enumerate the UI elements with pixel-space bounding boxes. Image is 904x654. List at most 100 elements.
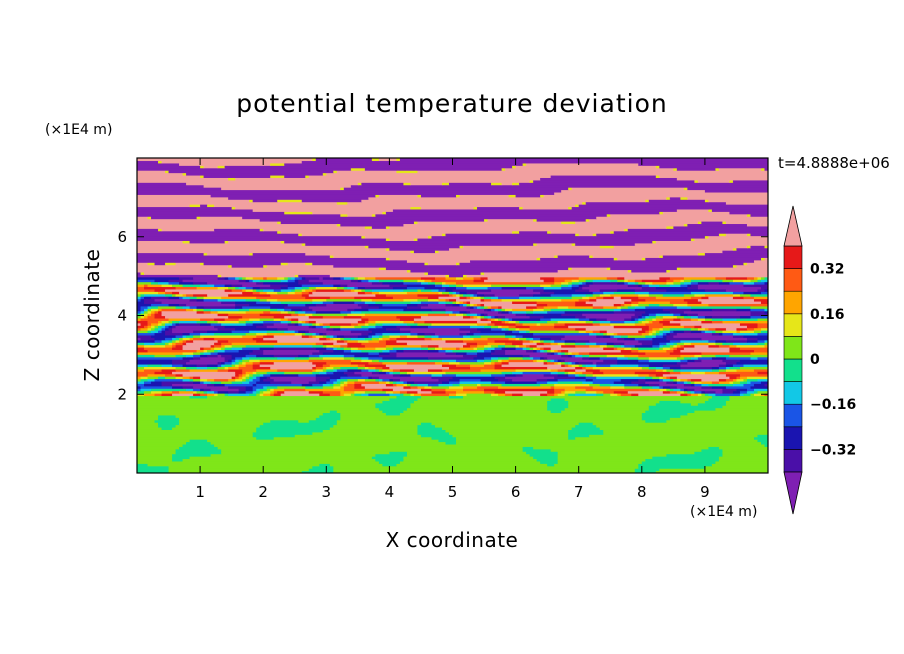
field-cell: [417, 194, 422, 198]
field-cell: [459, 332, 468, 336]
field-cell: [277, 230, 282, 234]
field-cell: [641, 313, 650, 317]
field-cell: [463, 245, 601, 249]
field-cell: [273, 378, 317, 382]
field-cell: [645, 330, 650, 334]
field-cell: [606, 213, 611, 217]
field-cell: [200, 317, 215, 321]
field-cell: [193, 334, 201, 338]
field-cell: [322, 322, 331, 326]
field-cell: [680, 317, 692, 321]
field-cell: [221, 347, 226, 351]
field-cell: [540, 339, 545, 343]
field-cell: [561, 189, 706, 193]
field-cell: [371, 298, 405, 302]
field-cell: [634, 344, 653, 348]
field-cell: [315, 378, 327, 382]
field-cell: [238, 349, 254, 353]
field-cell: [417, 170, 768, 174]
field-cell: [277, 276, 285, 280]
field-cell: [571, 206, 768, 210]
field-cell: [750, 305, 768, 309]
field-cell: [137, 257, 387, 261]
field-cell: [392, 347, 405, 351]
field-cell: [431, 337, 443, 341]
field-cell: [182, 296, 191, 300]
field-cell: [228, 366, 240, 370]
field-cell: [753, 281, 766, 285]
field-cell: [448, 393, 457, 397]
x-tick-label: 2: [258, 483, 268, 501]
field-cell: [729, 397, 768, 401]
field-cell: [329, 274, 447, 278]
field-cell: [410, 250, 415, 254]
field-cell: [484, 293, 496, 297]
field-cell: [350, 310, 362, 314]
field-cell: [137, 458, 173, 462]
field-cell: [722, 359, 741, 363]
field-cell: [543, 349, 548, 353]
field-cell: [179, 303, 187, 307]
field-cell: [315, 373, 348, 377]
field-cell: [140, 376, 149, 380]
field-cell: [347, 373, 362, 377]
field-cell: [196, 286, 219, 290]
field-cell: [249, 199, 254, 203]
field-cell: [259, 218, 485, 222]
field-cell: [760, 279, 768, 283]
field-cell: [147, 376, 159, 380]
field-cell: [158, 160, 163, 164]
field-cell: [214, 332, 247, 336]
field-cell: [137, 264, 229, 268]
field-cell: [659, 400, 681, 404]
field-cell: [655, 165, 660, 169]
field-cell: [666, 332, 671, 336]
field-cell: [533, 310, 548, 314]
field-cell: [168, 320, 173, 324]
field-cell: [760, 286, 768, 290]
field-cell: [718, 281, 731, 285]
field-cell: [333, 371, 345, 375]
field-cell: [319, 371, 327, 375]
field-cell: [757, 337, 768, 341]
field-cell: [161, 160, 303, 164]
field-cell: [137, 269, 408, 273]
field-cell: [263, 322, 275, 326]
field-cell: [161, 308, 187, 312]
field-cell: [568, 400, 660, 404]
field-cell: [550, 448, 702, 452]
field-cell: [659, 347, 664, 351]
field-cell: [249, 351, 264, 355]
field-cell: [725, 363, 734, 367]
field-cell: [687, 380, 692, 384]
field-cell: [498, 315, 506, 319]
field-cell: [666, 337, 702, 341]
field-cell: [368, 196, 667, 200]
field-cell: [554, 281, 562, 285]
field-cell: [315, 332, 320, 336]
field-cell: [610, 293, 639, 297]
field-cell: [627, 269, 632, 273]
field-cell: [308, 315, 324, 319]
field-cell: [189, 376, 194, 380]
field-cell: [301, 470, 334, 473]
field-cell: [172, 330, 194, 334]
field-cell: [536, 257, 541, 261]
field-cell: [652, 344, 660, 348]
field-cell: [739, 330, 755, 334]
field-cell: [641, 279, 667, 283]
field-cell: [669, 417, 768, 421]
field-cell: [620, 308, 636, 312]
field-cell: [273, 322, 289, 326]
field-cell: [725, 368, 738, 372]
field-cell: [736, 317, 759, 321]
field-cell: [680, 196, 688, 200]
field-cell: [690, 378, 702, 382]
field-cell: [441, 363, 457, 367]
field-cell: [361, 393, 369, 397]
field-cell: [641, 342, 653, 346]
field-cell: [596, 233, 720, 237]
field-cell: [659, 303, 674, 307]
field-cell: [715, 330, 724, 334]
field-cell: [491, 325, 499, 329]
